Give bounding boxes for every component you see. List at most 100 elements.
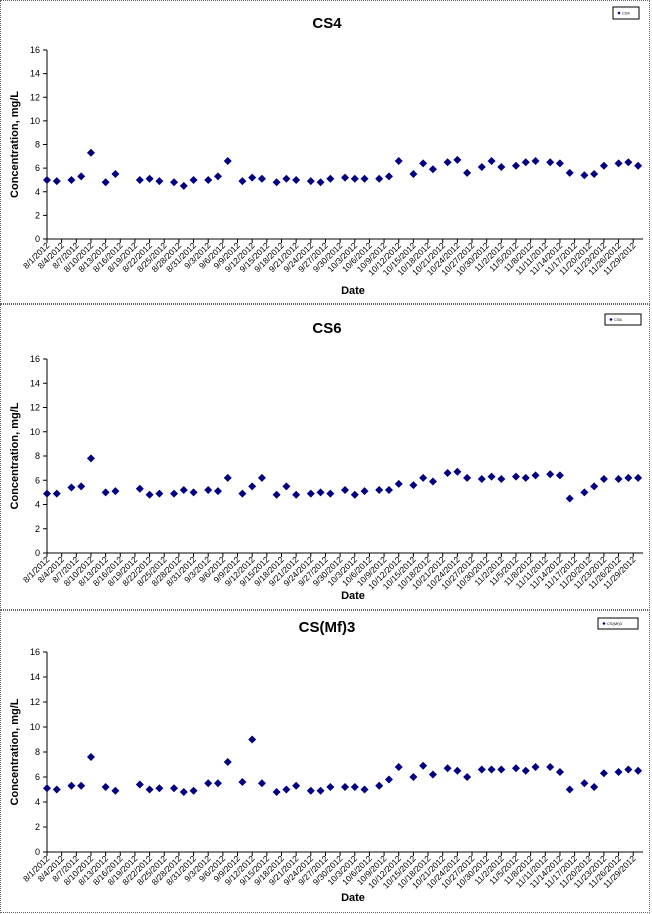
data-point: [599, 161, 608, 170]
data-point: [624, 473, 633, 482]
data-point: [145, 785, 154, 794]
data-point: [135, 780, 144, 789]
y-tick-label: 10: [30, 116, 40, 126]
data-point: [590, 170, 599, 179]
data-point: [223, 157, 232, 166]
data-point: [453, 766, 462, 775]
data-point: [555, 159, 564, 168]
data-point: [257, 174, 266, 183]
y-tick-label: 12: [30, 403, 40, 413]
legend: CS6: [604, 313, 642, 326]
y-tick-label: 16: [30, 647, 40, 657]
data-point: [350, 783, 359, 791]
data-point: [86, 753, 95, 761]
data-point: [155, 177, 164, 186]
data-point: [282, 785, 291, 794]
data-point: [419, 761, 428, 770]
data-point: [463, 168, 472, 177]
data-point: [428, 770, 437, 779]
data-point: [306, 489, 315, 498]
data-point: [419, 159, 428, 168]
data-point: [394, 763, 403, 771]
data-point: [409, 481, 418, 490]
data-point: [477, 162, 486, 171]
data-point: [213, 172, 222, 181]
data-point: [257, 473, 266, 482]
data-point: [316, 178, 325, 187]
y-axis-label: Concentration, mg/L: [9, 698, 21, 805]
data-point: [443, 158, 452, 167]
y-tick-label: 14: [30, 378, 40, 388]
data-point: [453, 467, 462, 476]
data-point: [77, 172, 86, 181]
y-tick-label: 12: [30, 697, 40, 707]
y-tick-label: 2: [35, 822, 40, 832]
y-tick-label: 8: [35, 747, 40, 757]
data-point: [487, 765, 496, 774]
chart-title: CS6: [312, 320, 341, 337]
legend-box: [597, 617, 639, 630]
data-point: [326, 174, 335, 183]
data-point: [282, 482, 291, 491]
y-tick-label: 8: [35, 140, 40, 150]
data-point: [145, 490, 154, 499]
data-point: [531, 763, 540, 771]
data-point: [77, 781, 86, 790]
data-point: [590, 482, 599, 491]
data-point: [546, 158, 555, 167]
data-point: [375, 174, 384, 183]
data-point: [599, 475, 608, 484]
data-point: [248, 173, 257, 182]
data-point: [546, 470, 555, 479]
data-point: [580, 779, 589, 788]
data-point: [189, 488, 198, 497]
y-axis-label: Concentration, mg/L: [9, 91, 21, 198]
legend-box: [604, 313, 642, 326]
data-point: [350, 490, 359, 499]
data-point: [375, 485, 384, 494]
data-point: [272, 490, 281, 499]
data-point: [170, 489, 179, 498]
y-tick-label: 2: [35, 210, 40, 220]
y-tick-label: 6: [35, 163, 40, 173]
data-point: [565, 168, 574, 177]
data-point: [204, 779, 213, 788]
data-point: [306, 786, 315, 795]
data-point: [179, 181, 188, 190]
data-point: [384, 485, 393, 494]
data-point: [634, 161, 643, 170]
legend-marker: [617, 11, 621, 15]
y-tick-label: 0: [35, 234, 40, 244]
y-tick-label: 0: [35, 847, 40, 857]
data-point: [419, 473, 428, 482]
data-point: [599, 769, 608, 778]
data-point: [360, 487, 369, 496]
y-tick-label: 2: [35, 524, 40, 534]
data-point: [497, 765, 506, 774]
chart-title: CS4: [312, 15, 342, 32]
data-point: [360, 785, 369, 794]
legend: CS(Mf)3: [597, 617, 639, 630]
data-point: [189, 786, 198, 795]
data-point: [463, 773, 472, 781]
data-point: [384, 775, 393, 784]
data-point: [248, 482, 257, 491]
y-tick-label: 16: [30, 45, 40, 55]
y-tick-label: 8: [35, 451, 40, 461]
data-point: [521, 473, 530, 482]
data-point: [145, 174, 154, 183]
data-point: [350, 174, 359, 183]
data-point: [101, 783, 110, 791]
data-point: [497, 475, 506, 484]
data-point: [326, 489, 335, 498]
y-tick-label: 12: [30, 92, 40, 102]
data-point: [292, 175, 301, 184]
data-point: [111, 487, 120, 496]
data-point: [179, 485, 188, 494]
legend: CS4: [612, 6, 640, 20]
data-point: [101, 178, 110, 187]
data-point: [135, 175, 144, 184]
chart-panel-csmf3: CS(Mf)3 CS(Mf)3 Concentration, mg/L 0 2 4 6 8 10…: [0, 610, 650, 913]
legend-label: CS(Mf)3: [607, 621, 623, 626]
